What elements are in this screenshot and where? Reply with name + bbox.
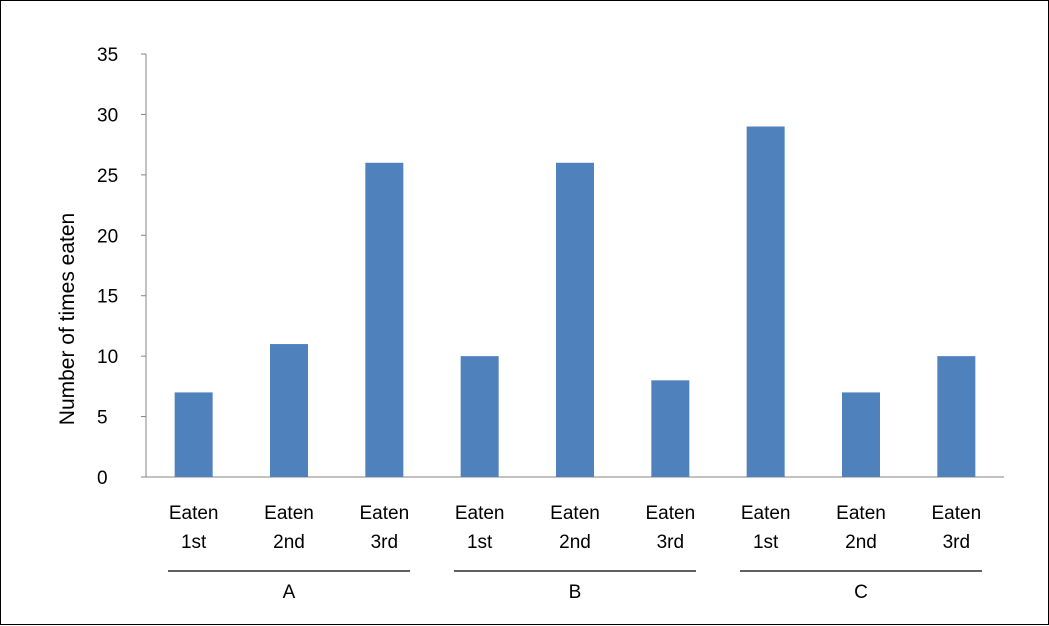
x-category-label: 2nd — [845, 532, 877, 553]
x-category-label: 1st — [753, 532, 779, 553]
bar[interactable] — [556, 162, 594, 477]
y-tick-label: 5 — [97, 408, 108, 429]
bar[interactable] — [842, 392, 880, 477]
x-group-label: A — [283, 582, 296, 603]
y-tick-label: 20 — [97, 226, 118, 247]
x-category-label: Eaten — [646, 503, 696, 524]
x-category-label: 1st — [181, 532, 207, 553]
y-tick-label: 0 — [97, 468, 108, 489]
x-group-label: C — [854, 582, 868, 603]
y-tick-label: 35 — [97, 45, 118, 66]
bar[interactable] — [270, 344, 308, 477]
y-axis-label: Number of times eaten — [56, 213, 79, 425]
x-category-label: 2nd — [559, 532, 591, 553]
x-category-label: 3rd — [943, 532, 970, 553]
x-category-label: Eaten — [550, 503, 600, 524]
bar[interactable] — [651, 380, 690, 477]
x-category-label: 3rd — [657, 532, 684, 553]
bar[interactable] — [460, 356, 499, 477]
x-category-label: Eaten — [360, 503, 410, 524]
y-tick-label: 25 — [97, 166, 118, 187]
x-category-label: Eaten — [932, 503, 982, 524]
x-category-label: Eaten — [455, 503, 505, 524]
x-category-label: Eaten — [741, 503, 791, 524]
y-tick-label: 15 — [97, 287, 118, 308]
bar[interactable] — [937, 356, 976, 477]
bar[interactable] — [174, 392, 213, 477]
x-category-label: 3rd — [371, 532, 398, 553]
x-category-label: 1st — [467, 532, 493, 553]
x-category-label: Eaten — [169, 503, 219, 524]
y-tick-label: 30 — [97, 105, 118, 126]
x-group-label: B — [569, 582, 582, 603]
x-category-label: Eaten — [836, 503, 886, 524]
bar[interactable] — [746, 126, 785, 477]
x-category-label: 2nd — [273, 532, 305, 553]
bar[interactable] — [365, 162, 404, 477]
x-category-label: Eaten — [264, 503, 314, 524]
y-tick-label: 10 — [97, 347, 118, 368]
